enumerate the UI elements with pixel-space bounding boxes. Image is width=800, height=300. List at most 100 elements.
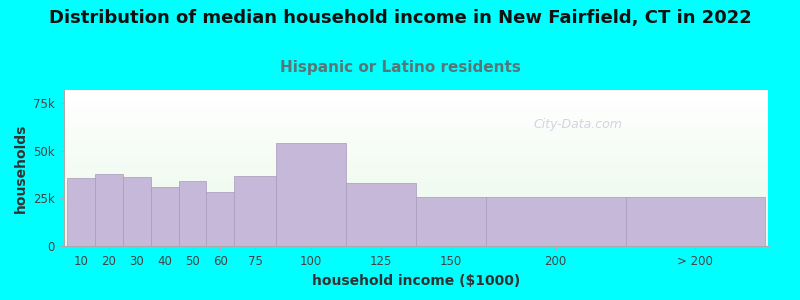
Bar — [64, 179, 768, 181]
Bar — [64, 143, 768, 145]
Bar — [64, 174, 768, 176]
Bar — [64, 221, 768, 223]
Bar — [626, 197, 766, 246]
Bar — [64, 123, 768, 124]
Bar — [64, 177, 768, 179]
Bar — [64, 208, 768, 210]
Bar — [64, 110, 768, 112]
Bar — [64, 109, 768, 110]
Bar — [64, 155, 768, 157]
Bar — [64, 218, 768, 220]
Bar — [64, 124, 768, 126]
Bar — [64, 162, 768, 163]
Bar — [64, 134, 768, 135]
Bar — [66, 178, 94, 246]
Bar — [64, 194, 768, 196]
Bar — [64, 226, 768, 227]
Bar — [64, 93, 768, 95]
Bar — [64, 233, 768, 235]
Text: City-Data.com: City-Data.com — [534, 118, 622, 131]
Bar — [64, 128, 768, 129]
Bar — [64, 96, 768, 98]
Bar — [64, 106, 768, 107]
Bar — [64, 204, 768, 206]
Bar — [64, 207, 768, 208]
Bar — [64, 112, 768, 113]
Text: Hispanic or Latino residents: Hispanic or Latino residents — [279, 60, 521, 75]
Bar — [64, 184, 768, 185]
Bar — [64, 145, 768, 146]
Bar — [64, 237, 768, 238]
Bar — [64, 241, 768, 243]
Bar — [64, 171, 768, 173]
Bar — [64, 224, 768, 226]
Bar — [64, 130, 768, 132]
Bar — [64, 140, 768, 142]
Bar — [346, 183, 416, 246]
Bar — [64, 116, 768, 118]
Bar — [64, 181, 768, 182]
Bar — [64, 154, 768, 155]
Bar — [64, 193, 768, 194]
Bar — [64, 121, 768, 123]
Bar — [206, 192, 234, 246]
Bar — [64, 95, 768, 96]
Bar — [276, 143, 346, 246]
Bar — [64, 165, 768, 166]
Bar — [64, 229, 768, 230]
Bar — [64, 199, 768, 201]
Bar — [64, 243, 768, 244]
Bar — [64, 213, 768, 215]
Bar — [64, 137, 768, 138]
Bar — [64, 103, 768, 104]
Bar — [64, 173, 768, 174]
Bar — [64, 185, 768, 187]
Bar — [64, 163, 768, 165]
Bar — [64, 120, 768, 121]
Bar — [64, 212, 768, 213]
Bar — [64, 126, 768, 128]
Bar — [64, 151, 768, 152]
X-axis label: household income ($1000): household income ($1000) — [312, 274, 520, 288]
Bar — [64, 202, 768, 204]
Bar — [64, 201, 768, 202]
Bar — [64, 101, 768, 103]
Bar — [64, 168, 768, 170]
Bar — [64, 142, 768, 143]
Bar — [64, 118, 768, 120]
Bar — [416, 197, 486, 246]
Bar — [64, 187, 768, 188]
Bar — [64, 215, 768, 216]
Bar — [64, 196, 768, 198]
Bar — [64, 235, 768, 237]
Bar — [64, 107, 768, 109]
Bar — [178, 181, 206, 246]
Bar — [64, 190, 768, 191]
Bar — [64, 167, 768, 168]
Bar — [64, 99, 768, 101]
Bar — [64, 160, 768, 162]
Bar — [64, 135, 768, 137]
Bar — [64, 146, 768, 148]
Bar — [64, 220, 768, 221]
Bar — [64, 206, 768, 207]
Bar — [64, 149, 768, 151]
Bar — [122, 177, 150, 246]
Bar — [64, 210, 768, 212]
Bar — [64, 132, 768, 134]
Bar — [64, 104, 768, 106]
Bar — [64, 148, 768, 149]
Bar — [150, 187, 178, 246]
Bar — [64, 115, 768, 116]
Bar — [64, 113, 768, 115]
Bar — [64, 223, 768, 224]
Y-axis label: households: households — [14, 123, 28, 213]
Bar — [64, 159, 768, 160]
Bar — [64, 138, 768, 140]
Text: Distribution of median household income in New Fairfield, CT in 2022: Distribution of median household income … — [49, 9, 751, 27]
Bar — [234, 176, 276, 246]
Bar — [64, 98, 768, 99]
Bar — [486, 196, 626, 246]
Bar — [64, 238, 768, 240]
Bar — [64, 152, 768, 154]
